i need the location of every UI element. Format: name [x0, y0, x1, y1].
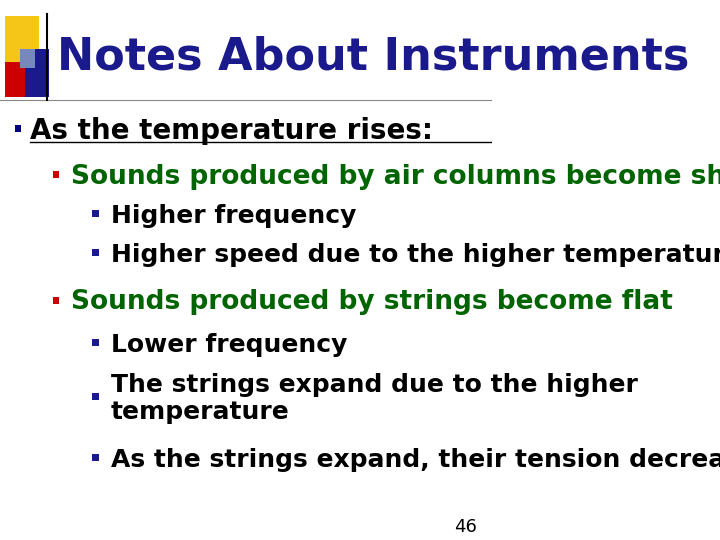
Text: Sounds produced by strings become flat: Sounds produced by strings become flat	[71, 289, 673, 315]
Bar	[53, 297, 60, 303]
Bar	[19, 49, 49, 97]
Text: Sounds produced by air columns become sharp: Sounds produced by air columns become sh…	[71, 164, 720, 190]
Text: Higher frequency: Higher frequency	[111, 204, 356, 228]
Bar	[5, 62, 24, 97]
Bar	[92, 339, 99, 346]
Text: Notes About Instruments: Notes About Instruments	[57, 35, 689, 78]
Text: As the strings expand, their tension decreases: As the strings expand, their tension dec…	[111, 448, 720, 472]
Text: As the temperature rises:: As the temperature rises:	[30, 117, 433, 145]
Text: The strings expand due to the higher
temperature: The strings expand due to the higher tem…	[111, 373, 637, 424]
Bar	[92, 393, 99, 400]
Text: 46: 46	[454, 517, 477, 536]
Bar	[92, 249, 99, 256]
Bar	[92, 455, 99, 461]
Bar	[92, 210, 99, 217]
Text: Lower frequency: Lower frequency	[111, 333, 347, 356]
Text: Higher speed due to the higher temperature: Higher speed due to the higher temperatu…	[111, 243, 720, 267]
Bar	[19, 49, 35, 68]
Bar	[5, 16, 40, 70]
Bar	[14, 125, 21, 132]
Bar	[53, 172, 60, 178]
